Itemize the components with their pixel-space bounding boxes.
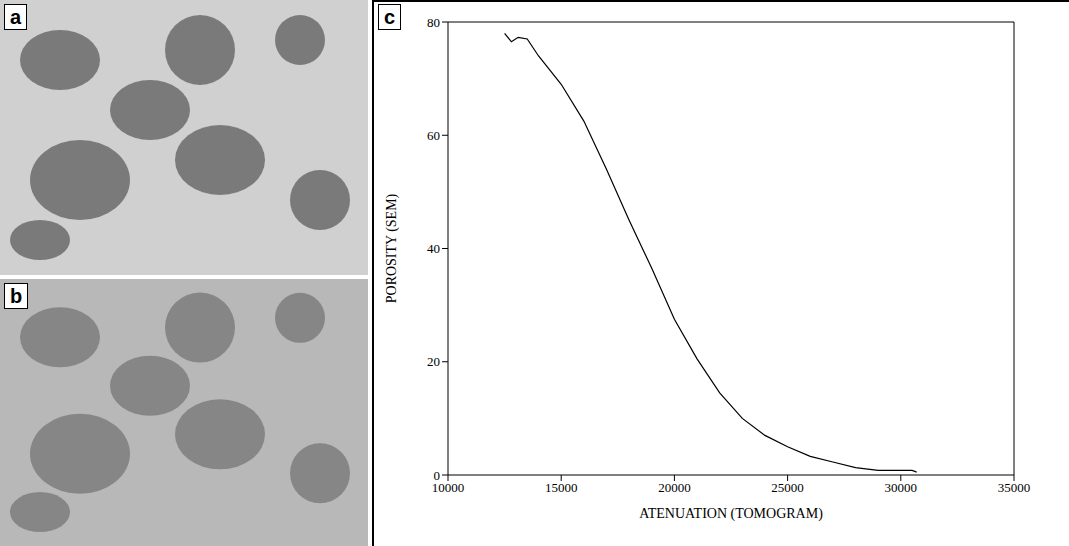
svg-text:40: 40 — [427, 241, 440, 256]
html-text:c: c — [384, 6, 396, 28]
svg-text:35000: 35000 — [998, 480, 1031, 495]
html-text:b: b — [10, 285, 23, 307]
svg-text:ATENUATION (TOMOGRAM): ATENUATION (TOMOGRAM) — [639, 506, 823, 522]
svg-text:20000: 20000 — [658, 480, 691, 495]
html-text:a: a — [10, 6, 22, 28]
svg-text:60: 60 — [427, 128, 440, 143]
svg-text:30000: 30000 — [885, 480, 918, 495]
svg-text:10000: 10000 — [431, 480, 465, 496]
svg-text:15000: 15000 — [545, 480, 578, 495]
svg-text:20: 20 — [427, 354, 440, 369]
svg-text:POROSITY (SEM): POROSITY (SEM) — [384, 193, 400, 303]
svg-text:25000: 25000 — [771, 480, 804, 495]
svg-text:0: 0 — [434, 468, 441, 483]
svg-text:80: 80 — [427, 15, 440, 30]
